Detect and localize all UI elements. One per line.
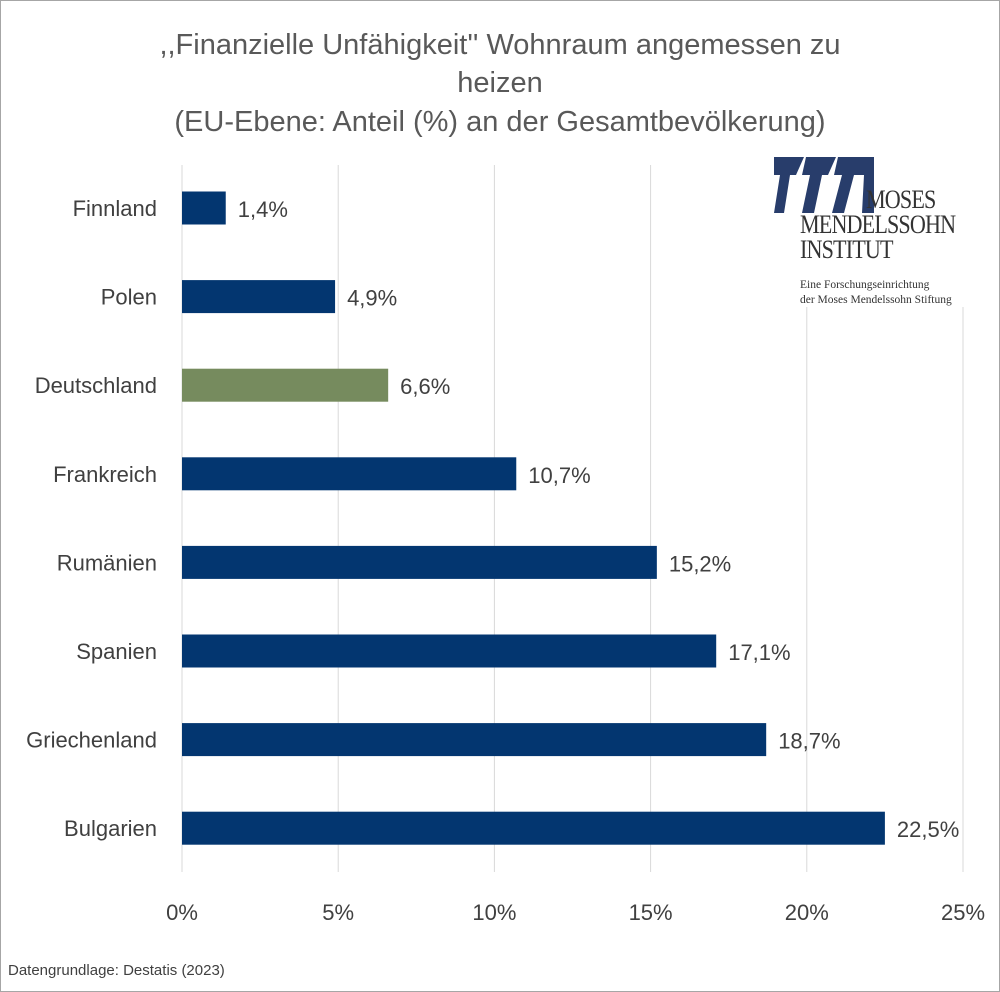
bar: [182, 280, 336, 314]
data-label: 1,4%: [238, 197, 288, 222]
bar: [182, 368, 389, 402]
category-label: Bulgarien: [64, 816, 157, 841]
logo-line-3: INSTITUT: [800, 235, 893, 264]
moses-mendelssohn-institut-logo: MOSES MENDELSSOHN INSTITUT Eine Forschun…: [766, 155, 984, 307]
category-label: Finnland: [73, 196, 157, 221]
bar: [182, 191, 226, 225]
logo-mark-icon: [774, 157, 874, 213]
data-label: 15,2%: [669, 551, 731, 576]
bar: [182, 723, 767, 757]
x-tick-label: 10%: [472, 900, 516, 925]
category-label: Rumänien: [57, 550, 157, 575]
data-label: 6,6%: [400, 374, 450, 399]
source-note: Datengrundlage: Destatis (2023): [8, 962, 225, 979]
data-label: 22,5%: [897, 817, 959, 842]
logo-subline-2: der Moses Mendelssohn Stiftung: [800, 294, 952, 306]
chart-title-line-2: heizen: [457, 67, 543, 99]
x-tick-label: 5%: [322, 900, 354, 925]
data-label: 10,7%: [528, 463, 590, 488]
category-label: Frankreich: [53, 462, 157, 487]
chart-subtitle: (EU-Ebene: Anteil (%) an der Gesamtbevöl…: [174, 106, 826, 138]
category-label: Spanien: [76, 639, 157, 664]
chart-title-line-1: ,,Finanzielle Unfähigkeit'' Wohnraum ang…: [159, 29, 841, 61]
bar: [182, 634, 717, 668]
x-tick-label: 0%: [166, 900, 198, 925]
data-label: 4,9%: [347, 286, 397, 311]
bar: [182, 811, 885, 845]
logo-line-1: MOSES: [866, 185, 936, 214]
logo-line-2: MENDELSSOHN: [800, 210, 956, 239]
bar: [182, 457, 517, 491]
logo-subline-1: Eine Forschungseinrichtung: [800, 279, 930, 291]
bar: [182, 545, 657, 579]
category-label: Polen: [101, 285, 157, 310]
x-tick-label: 25%: [941, 900, 985, 925]
category-label: Griechenland: [26, 728, 157, 753]
data-label: 18,7%: [778, 729, 840, 754]
data-label: 17,1%: [728, 640, 790, 665]
x-tick-label: 20%: [785, 900, 829, 925]
x-tick-label: 15%: [629, 900, 673, 925]
category-label: Deutschland: [35, 373, 157, 398]
